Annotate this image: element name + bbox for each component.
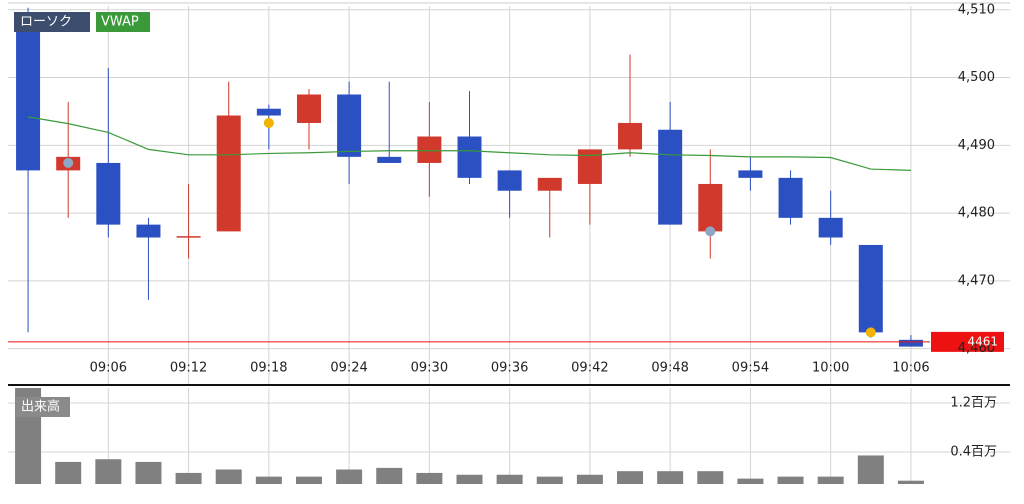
last-price-label: 4461 <box>967 334 998 348</box>
trade-marker <box>865 327 876 338</box>
volume-bar <box>456 474 483 484</box>
y-tick-label: 4,460 <box>958 341 995 356</box>
x-tick-label: 09:30 <box>411 361 448 376</box>
y-tick-label: 4,480 <box>958 206 995 221</box>
trade-marker <box>63 157 74 168</box>
volume-bar <box>336 469 363 484</box>
trade-marker <box>705 226 716 237</box>
vwap-line <box>27 116 911 171</box>
volume-bar <box>496 474 523 484</box>
volume-bar <box>857 455 884 484</box>
x-tick-label: 09:12 <box>170 361 207 376</box>
volume-bar <box>295 476 322 484</box>
volume-bar <box>697 471 724 484</box>
candle-body <box>377 156 402 163</box>
y-tick-label: 4,500 <box>958 70 995 85</box>
volume-bar <box>536 476 563 484</box>
x-tick-label: 09:18 <box>250 361 287 376</box>
x-tick-label: 09:54 <box>732 361 769 376</box>
volume-bar <box>657 471 684 484</box>
candle-body <box>296 94 321 123</box>
candle-body <box>256 108 281 116</box>
x-tick-label: 09:36 <box>491 361 528 376</box>
y-tick-label: 4,510 <box>958 2 995 17</box>
candle-body <box>16 19 41 171</box>
volume-bar <box>175 472 202 484</box>
x-tick-label: 09:48 <box>651 361 688 376</box>
volume-bar <box>376 467 403 484</box>
volume-bar <box>777 476 804 484</box>
legend-swatch <box>96 12 150 32</box>
candle-body <box>417 136 442 163</box>
volume-bar <box>737 478 764 484</box>
candle-body <box>136 224 161 238</box>
candle-body <box>497 170 522 191</box>
candle-body <box>698 183 723 232</box>
candle-body <box>778 177 803 218</box>
candle-body <box>618 122 643 150</box>
candle-body <box>96 162 121 225</box>
legend-swatch <box>14 12 90 32</box>
candle-body <box>818 217 843 238</box>
candle-body <box>738 170 763 178</box>
candle-body <box>457 136 482 178</box>
mark-layer <box>8 7 1004 484</box>
volume-bar <box>416 472 443 484</box>
x-tick-label: 10:00 <box>812 361 849 376</box>
x-tick-label: 09:06 <box>90 361 127 376</box>
candle-body <box>898 339 923 347</box>
legend-label: VWAP <box>101 15 139 30</box>
volume-bar <box>135 461 162 484</box>
last-price-box <box>931 331 1004 352</box>
candle-body <box>537 177 562 191</box>
volume-bar <box>576 474 603 484</box>
ylabel-box <box>16 397 70 417</box>
y-tick-label: 4,490 <box>958 138 995 153</box>
candle-body <box>337 94 362 157</box>
y-tick-label: 0.4百万 <box>950 444 997 459</box>
volume-bar <box>215 469 242 484</box>
trade-marker <box>263 117 274 128</box>
x-tick-label: 10:06 <box>892 361 929 376</box>
legend-label: ローソク <box>20 15 72 30</box>
volume-bar <box>897 480 924 484</box>
x-tick-label: 09:24 <box>330 361 367 376</box>
y-tick-label: 4,470 <box>958 273 995 288</box>
candle-body <box>176 236 201 238</box>
volume-bar <box>55 461 82 484</box>
volume-label: 出来高 <box>21 399 60 415</box>
volume-bar <box>255 476 282 484</box>
volume-bar <box>95 459 122 484</box>
y-tick-label: 1.2百万 <box>950 395 997 410</box>
x-tick-label: 09:42 <box>571 361 608 376</box>
volume-bar <box>617 471 644 484</box>
candle-body <box>858 244 883 333</box>
volume-bar <box>817 476 844 484</box>
label-layer: ローソク VWAP 出来高 4,460 4,470 4,480 4,490 4,500 4… <box>14 2 998 459</box>
candle-body <box>658 129 683 225</box>
candle-body <box>216 115 241 232</box>
